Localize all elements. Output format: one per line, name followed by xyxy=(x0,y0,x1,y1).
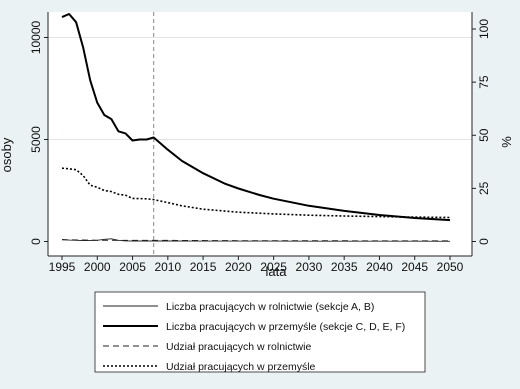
x-tick-label: 2045 xyxy=(401,260,428,274)
plot-area xyxy=(48,12,472,256)
x-axis-label: lata xyxy=(266,264,288,279)
y-tick-left-label: 0 xyxy=(29,238,43,245)
legend-label-4: Udział pracujących w przemyśle xyxy=(166,361,316,373)
legend: Liczba pracujących w rolnictwie (sekcje … xyxy=(103,301,405,373)
legend-label-1: Liczba pracujących w rolnictwie (sekcje … xyxy=(166,301,374,313)
x-tick-label: 2020 xyxy=(225,260,252,274)
axis-layer: 1995 2000 2005 2010 2015 2020 2025 2030 2035 2040… xyxy=(29,12,491,274)
y-tick-right-label: 100 xyxy=(477,19,491,39)
x-tick-label: 2005 xyxy=(119,260,146,274)
y-tick-right-label: 0 xyxy=(477,238,491,245)
series-layer xyxy=(61,13,451,242)
x-tick-label: 1995 xyxy=(49,260,76,274)
x-tick-label: 2040 xyxy=(366,260,393,274)
y-tick-right-label: 50 xyxy=(477,128,491,142)
series-line-3 xyxy=(61,239,450,242)
y-axis-left-label: osoby xyxy=(0,137,14,172)
y-tick-right-label: 25 xyxy=(477,181,491,195)
x-tick-label: 2015 xyxy=(190,260,217,274)
x-tick-label: 2030 xyxy=(296,260,323,274)
x-tick-label: 2050 xyxy=(437,260,464,274)
legend-box xyxy=(94,291,426,373)
y-tick-left-label: 5000 xyxy=(29,126,43,153)
legend-label-3: Udział pracujących w rolnictwie xyxy=(166,341,311,353)
y-axis-right-label: % xyxy=(499,136,514,148)
y-tick-left-label: 10000 xyxy=(29,20,43,54)
x-tick-label: 2010 xyxy=(154,260,181,274)
x-tick-label: 2000 xyxy=(84,260,111,274)
x-tick-label: 2035 xyxy=(331,260,358,274)
series-line-2 xyxy=(61,13,451,222)
series-line-4 xyxy=(61,167,451,219)
x-tick-label: 2025 xyxy=(260,260,287,274)
y-tick-right-label: 75 xyxy=(477,75,491,89)
legend-label-2: Liczba pracujących w przemyśle (sekcje C… xyxy=(166,321,405,333)
grid-layer xyxy=(48,12,472,256)
